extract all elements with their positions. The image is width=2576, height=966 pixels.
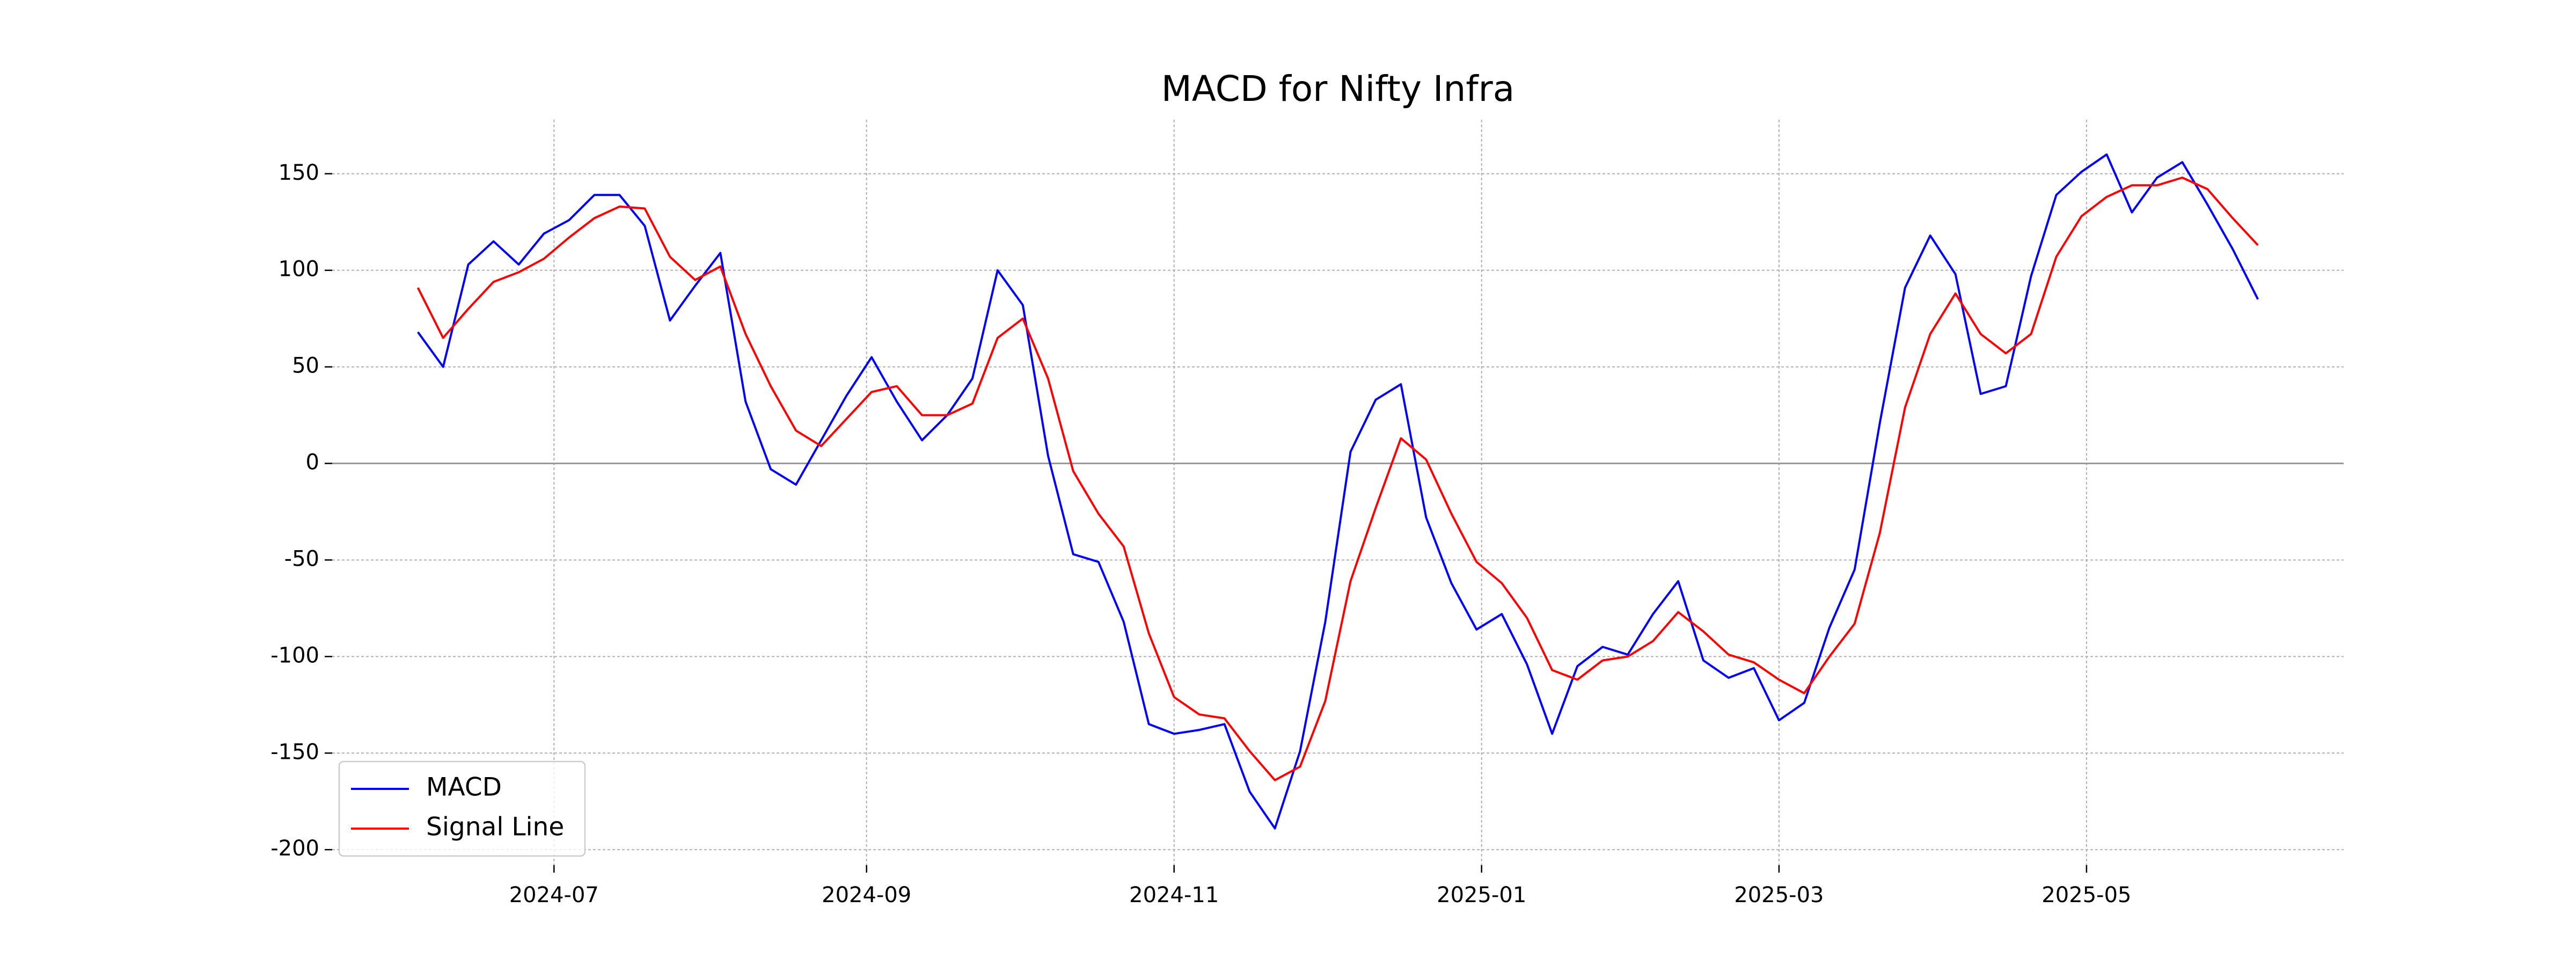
y-tick-label: -200 [270,836,319,861]
legend: MACD Signal Line [338,760,586,857]
x-tick-label: 2024-09 [822,883,911,908]
x-tick-label: 2025-03 [1734,883,1824,908]
y-tick-label: 100 [279,257,319,282]
x-tick-label: 2024-11 [1129,883,1219,908]
legend-label: Signal Line [426,813,564,842]
y-tick-label: 50 [292,354,319,378]
y-tick-label: 150 [279,160,319,185]
y-tick-label: -100 [270,643,319,668]
y-tick-label: -50 [284,546,319,571]
x-tick-label: 2025-01 [1437,883,1526,908]
chart-title: MACD for Nifty Infra [1161,68,1514,109]
y-tick-label: -150 [270,740,319,764]
y-tick-label: 0 [306,450,319,475]
x-tick-label: 2025-05 [2041,883,2131,908]
legend-label: MACD [426,773,502,802]
series-line [416,177,2259,781]
x-tick-label: 2024-07 [509,883,599,908]
series-line [417,153,2259,830]
legend-box [338,760,586,857]
